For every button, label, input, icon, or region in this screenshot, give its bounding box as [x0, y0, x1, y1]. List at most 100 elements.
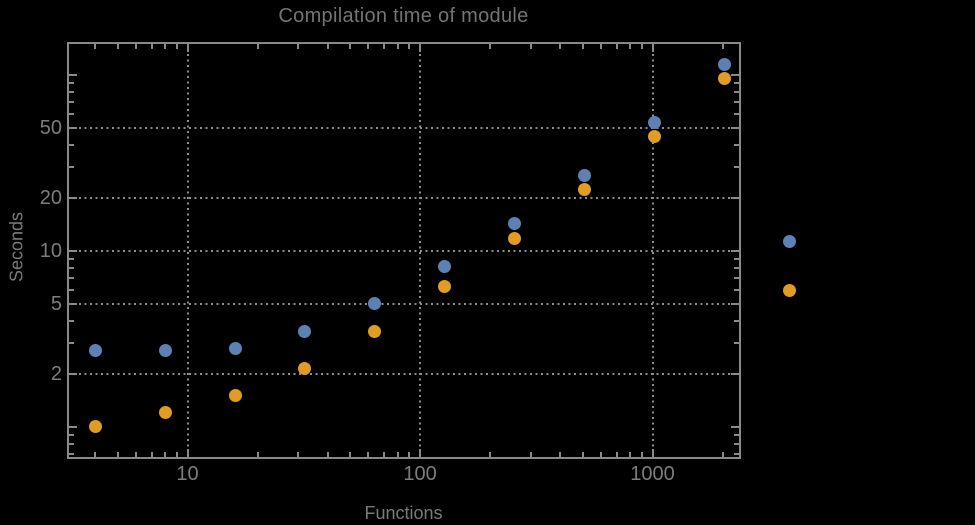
- tick-mark: [69, 165, 74, 168]
- data-point-series-1: [648, 115, 662, 129]
- tick-mark: [69, 91, 74, 94]
- data-point-series-1: [718, 57, 732, 71]
- x-tick-label: 10: [176, 463, 199, 485]
- data-point-series-2: [88, 420, 102, 434]
- tick-mark: [734, 101, 739, 104]
- legend-marker: [782, 283, 796, 297]
- tick-mark: [175, 452, 178, 457]
- tick-mark: [94, 44, 97, 49]
- tick-mark: [489, 452, 492, 457]
- tick-mark: [734, 319, 739, 322]
- y-tick-label: 10: [39, 239, 62, 262]
- gridline-h: [68, 249, 739, 252]
- x-axis-label: Functions: [364, 503, 443, 523]
- tick-mark: [69, 288, 74, 291]
- tick-mark: [628, 452, 631, 457]
- tick-mark: [734, 257, 739, 260]
- gridline-h: [68, 126, 739, 129]
- tick-mark: [349, 44, 352, 49]
- tick-mark: [559, 44, 561, 49]
- tick-mark: [615, 44, 618, 49]
- tick-mark: [69, 101, 74, 104]
- y-axis-label: Seconds: [6, 211, 27, 283]
- tick-mark: [69, 433, 74, 436]
- data-point-series-1: [578, 169, 592, 183]
- tick-mark: [651, 449, 654, 457]
- legend-marker: [782, 234, 796, 248]
- data-point-series-1: [508, 216, 522, 230]
- tick-mark: [116, 44, 119, 49]
- data-point-series-2: [298, 361, 312, 375]
- tick-mark: [734, 113, 739, 116]
- tick-mark: [69, 372, 77, 375]
- tick-mark: [150, 452, 153, 457]
- tick-mark: [297, 44, 300, 49]
- tick-mark: [599, 44, 602, 49]
- tick-mark: [734, 277, 739, 280]
- tick-mark: [69, 144, 74, 146]
- tick-mark: [615, 452, 618, 457]
- y-tick-label: 2: [50, 362, 62, 385]
- tick-mark: [186, 44, 189, 52]
- y-tick-label: 50: [39, 116, 62, 139]
- tick-mark: [734, 341, 739, 344]
- tick-mark: [559, 452, 561, 457]
- tick-mark: [396, 452, 399, 457]
- tick-mark: [186, 449, 189, 457]
- data-point-series-2: [718, 72, 732, 86]
- tick-mark: [731, 372, 739, 375]
- tick-mark: [69, 442, 74, 445]
- tick-mark: [489, 44, 492, 49]
- tick-mark: [581, 44, 584, 49]
- gridline-h: [68, 302, 739, 305]
- tick-mark: [175, 44, 178, 49]
- tick-mark: [69, 266, 74, 269]
- tick-mark: [731, 425, 739, 428]
- tick-mark: [69, 113, 74, 116]
- tick-mark: [383, 44, 386, 49]
- tick-mark: [116, 452, 119, 457]
- x-tick-label: 100: [403, 463, 437, 485]
- tick-mark: [731, 249, 739, 252]
- tick-mark: [419, 44, 422, 52]
- tick-mark: [734, 433, 739, 436]
- gridline-h: [68, 196, 739, 199]
- tick-mark: [256, 44, 259, 49]
- data-point-series-2: [648, 130, 662, 144]
- tick-mark: [651, 44, 654, 52]
- tick-mark: [419, 449, 422, 457]
- y-tick-label: 20: [39, 186, 62, 209]
- tick-mark: [69, 73, 77, 76]
- tick-mark: [734, 288, 739, 291]
- tick-mark: [69, 277, 74, 280]
- tick-mark: [721, 452, 724, 457]
- data-point-series-1: [368, 297, 382, 311]
- tick-mark: [134, 452, 137, 457]
- tick-mark: [734, 165, 739, 168]
- data-point-series-1: [298, 324, 312, 338]
- data-point-series-1: [158, 344, 172, 358]
- tick-mark: [731, 302, 739, 305]
- tick-mark: [297, 452, 300, 457]
- data-point-series-1: [438, 259, 452, 273]
- tick-mark: [599, 452, 602, 457]
- tick-mark: [731, 196, 739, 199]
- tick-mark: [721, 44, 724, 49]
- tick-mark: [396, 44, 399, 49]
- y-tick-label: 5: [50, 292, 62, 315]
- tick-mark: [69, 319, 74, 322]
- tick-mark: [408, 44, 411, 49]
- data-point-series-2: [578, 183, 592, 197]
- tick-mark: [134, 44, 137, 49]
- tick-mark: [383, 452, 386, 457]
- tick-mark: [581, 452, 584, 457]
- tick-mark: [640, 452, 643, 457]
- tick-mark: [69, 425, 77, 428]
- data-point-series-2: [438, 279, 452, 293]
- tick-mark: [734, 91, 739, 94]
- x-tick-label: 1000: [630, 463, 675, 485]
- tick-mark: [150, 44, 153, 49]
- tick-mark: [529, 44, 532, 49]
- data-point-series-1: [88, 344, 102, 358]
- tick-mark: [734, 453, 739, 456]
